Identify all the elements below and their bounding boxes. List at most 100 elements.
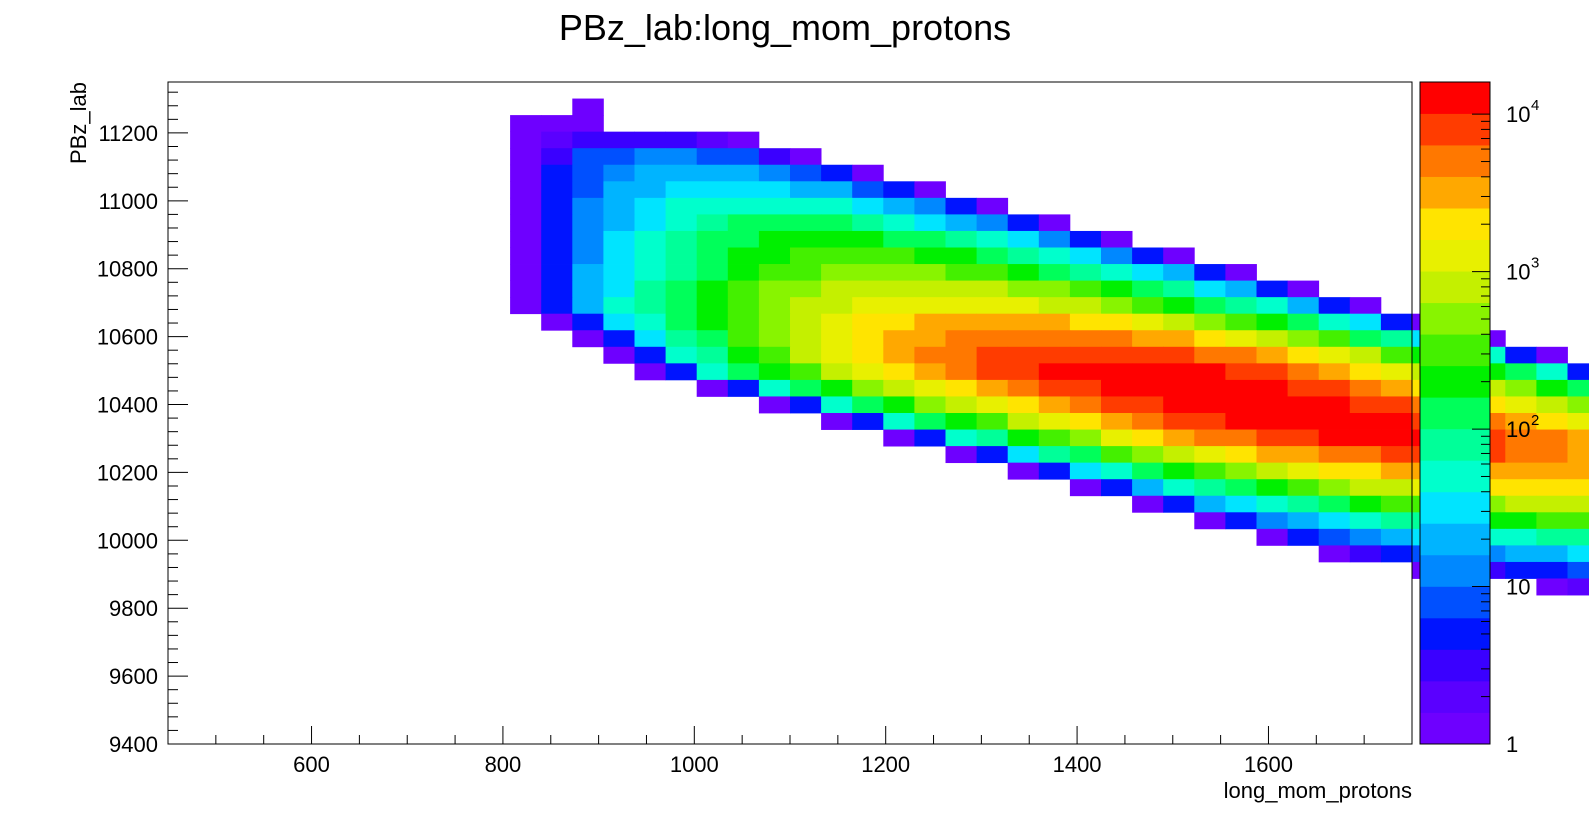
heatmap-cell [852,197,884,215]
heatmap-cell [634,363,666,381]
heatmap-cell [1505,346,1537,364]
color-scale-band [1420,397,1490,430]
heatmap-cell [1225,313,1257,331]
heatmap-cell [852,214,884,232]
x-tick-label: 1600 [1244,752,1293,777]
heatmap-cell [1567,363,1589,381]
heatmap-cell [790,230,822,248]
heatmap-cell [727,264,760,281]
heatmap-cell [1038,429,1071,447]
heatmap-cell [758,264,791,281]
heatmap-cell [634,230,666,248]
heatmap-cell [541,214,573,232]
heatmap-cell [572,214,604,232]
heatmap-cell [852,297,884,315]
color-scale-band [1420,239,1490,272]
heatmap-cell [1069,330,1102,348]
x-tick-label: 1200 [861,752,910,777]
heatmap-cell [1318,479,1351,497]
heatmap-cell [1349,379,1382,397]
heatmap-cell [1132,495,1164,513]
heatmap-cell [665,264,698,281]
heatmap-cell [852,164,884,182]
heatmap-cell [1380,429,1413,447]
heatmap-cell [603,230,635,248]
heatmap-cell [821,181,853,199]
heatmap-cell [883,313,915,331]
heatmap-cell [1256,330,1288,348]
heatmap-cell [1256,297,1288,315]
heatmap-cell [510,148,542,166]
color-scale-band [1420,712,1490,745]
heatmap-cell [1194,297,1226,315]
heatmap-cell [1038,330,1071,348]
heatmap-cell [1349,462,1382,480]
heatmap-cell [1132,280,1164,298]
heatmap-cell [1132,396,1164,414]
heatmap-cell [1101,413,1133,430]
color-scale-tick-label: 10 [1506,417,1530,442]
heatmap-cell [976,247,1009,265]
x-tick-label: 800 [485,752,522,777]
heatmap-cell [1038,247,1071,265]
heatmap-cell [727,346,760,364]
heatmap-cell [1132,413,1164,430]
heatmap-cell [1007,214,1040,232]
heatmap-cell [665,181,698,199]
heatmap-cell [1007,429,1040,447]
heatmap-cell [1163,446,1195,464]
heatmap-cell [790,148,822,166]
heatmap-cell [1318,313,1351,331]
heatmap-cell [1194,363,1226,381]
heatmap-cell [665,313,698,331]
color-scale-tick-label: 10 [1506,260,1530,285]
heatmap-cell [1101,247,1133,265]
heatmap-cell [883,379,915,397]
color-scale-tick-exponent: 4 [1531,97,1539,114]
heatmap-cell [758,164,791,182]
heatmap-cell [945,280,977,298]
heatmap-cell [1225,280,1257,298]
heatmap-cell [1225,330,1257,348]
heatmap-cell [1380,462,1413,480]
heatmap-cell [1038,462,1071,480]
heatmap-cell [976,429,1009,447]
color-scale-band [1420,460,1490,493]
heatmap-cell [1007,230,1040,248]
heatmap-cell [914,363,946,381]
heatmap-cell [821,214,853,232]
heatmap-cell [1287,346,1320,364]
heatmap-cell [665,131,698,149]
heatmap-cell [914,197,946,215]
heatmap-cell [727,214,760,232]
heatmap-cell [1505,512,1537,530]
heatmap-cell [572,230,604,248]
heatmap-cell [727,164,760,182]
heatmap-cell [1567,578,1589,596]
heatmap-cell [727,181,760,199]
heatmap-cell [1349,313,1382,331]
heatmap-cell [1225,462,1257,480]
y-tick-label: 9800 [109,596,158,621]
heatmap-cell [914,297,946,315]
heatmap-cell [541,115,573,133]
heatmap-cell [945,396,977,414]
heatmap-cell [1567,528,1589,546]
heatmap-cell [1536,346,1568,364]
heatmap-cell [1007,280,1040,298]
heatmap-cell [1194,330,1226,348]
heatmap-cell [572,297,604,315]
heatmap-cell [1287,330,1320,348]
heatmap-cell [1505,379,1537,397]
heatmap-cell [1318,379,1351,397]
heatmap-cell [883,214,915,232]
heatmap-cell [1287,528,1320,546]
heatmap-cell [1132,363,1164,381]
heatmap-cell [1380,446,1413,464]
heatmap-cell [758,247,791,265]
heatmap-cell [1163,264,1195,281]
heatmap-cell [634,181,666,199]
heatmap-cell [1287,363,1320,381]
heatmap-cell [1225,363,1257,381]
heatmap-cell [634,346,666,364]
